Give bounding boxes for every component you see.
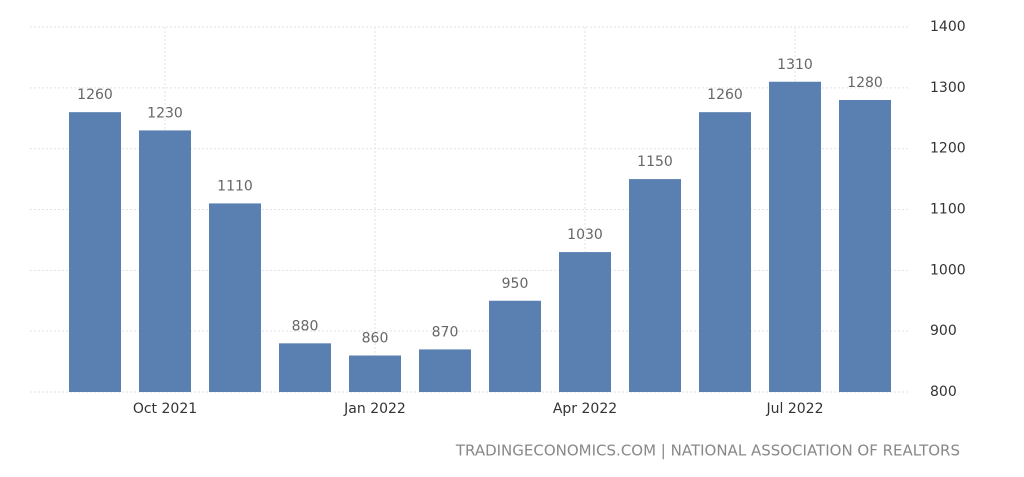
value-label: 1310	[777, 57, 813, 73]
value-label: 1150	[637, 154, 673, 170]
value-label: 1110	[217, 178, 253, 194]
bar	[629, 179, 681, 392]
x-tick-label: Jul 2022	[766, 401, 824, 417]
value-label: 1280	[847, 75, 883, 91]
value-label: 1260	[77, 87, 113, 103]
value-label: 860	[362, 331, 389, 347]
bar	[69, 112, 121, 393]
y-tick-label: 900	[930, 323, 957, 339]
y-tick-label: 800	[930, 384, 957, 400]
bar	[419, 349, 471, 392]
x-tick-label: Oct 2021	[133, 401, 197, 417]
bar	[139, 130, 191, 392]
x-tick-label: Jan 2022	[343, 401, 406, 417]
value-label: 1030	[567, 227, 603, 243]
bar	[769, 81, 821, 392]
value-label: 880	[292, 318, 319, 334]
value-label: 1260	[707, 87, 743, 103]
value-label: 1230	[147, 105, 183, 121]
y-tick-label: 1300	[930, 80, 966, 96]
bar	[559, 252, 611, 392]
bar	[699, 112, 751, 393]
bar	[349, 355, 401, 392]
value-label: 870	[432, 324, 459, 340]
bar	[279, 343, 331, 392]
y-tick-label: 1000	[930, 262, 966, 278]
bar	[839, 100, 891, 392]
x-tick-label: Apr 2022	[553, 401, 617, 417]
y-tick-label: 1400	[930, 19, 966, 35]
bar	[209, 203, 261, 392]
source: TRADINGECONOMICS.COM | NATIONAL ASSOCIAT…	[455, 442, 960, 460]
y-tick-label: 1200	[930, 141, 966, 157]
value-label: 950	[502, 276, 529, 292]
y-tick-label: 1100	[930, 202, 966, 218]
bar	[489, 300, 541, 392]
